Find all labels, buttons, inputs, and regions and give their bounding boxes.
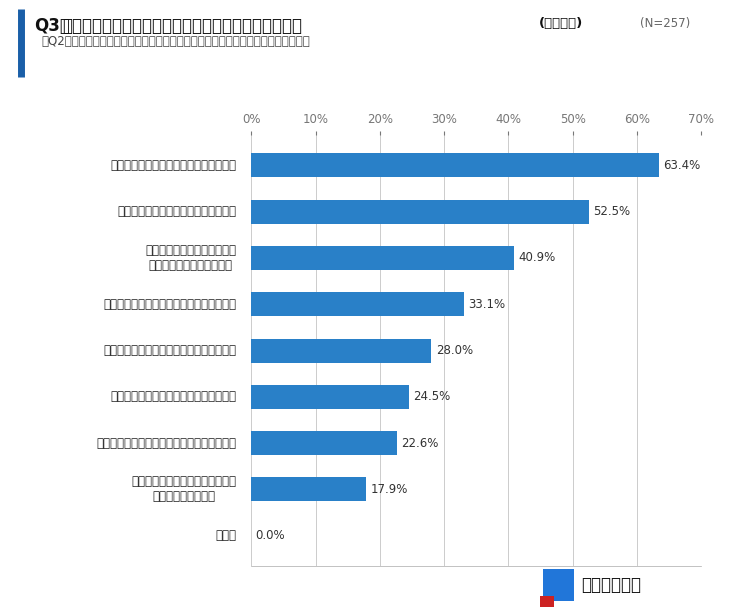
Text: コのほけん！: コのほけん！ [581, 576, 641, 594]
Text: 復旧にかかる費用が予測できないから: 復旧にかかる費用が予測できないから [117, 205, 236, 218]
Text: 33.1%: 33.1% [469, 298, 506, 311]
Text: 63.4%: 63.4% [663, 159, 700, 172]
Bar [251, 431, 397, 455]
Text: (複数回答): (複数回答) [538, 17, 583, 30]
Text: (N=257): (N=257) [640, 17, 690, 30]
Text: 被災後に今の収入が維持できるか心配だから: 被災後に今の収入が維持できるか心配だから [96, 437, 236, 450]
Bar [543, 569, 574, 601]
Bar [251, 385, 409, 409]
Text: 52.5%: 52.5% [593, 205, 630, 218]
Bar [251, 200, 589, 224]
Text: 災害に備えたお金の準備をしていないから: 災害に備えたお金の準備をしていないから [104, 298, 236, 311]
Bar [251, 246, 514, 270]
Text: （Q2で「とても不安を感じている」「やや不安を感じている」と回答した人のみ）: （Q2で「とても不安を感じている」「やや不安を感じている」と回答した人のみ） [41, 35, 310, 48]
Text: 災害に備えた保険に加入していないから: 災害に備えた保険に加入していないから [110, 391, 236, 403]
Bar [251, 153, 658, 177]
Text: 24.5%: 24.5% [413, 391, 451, 403]
Text: 復旧には多くの費用がかかりそうだから: 復旧には多くの費用がかかりそうだから [110, 159, 236, 172]
Text: 22.6%: 22.6% [401, 437, 439, 450]
Bar [251, 292, 464, 316]
Text: 貯蓄がないなど復旧のための
費用が足りないと思うから: 貯蓄がないなど復旧のための 費用が足りないと思うから [146, 244, 236, 272]
Text: 被災後の住宅ローンや家賃などの
支払いが心配だから: 被災後の住宅ローンや家賃などの 支払いが心配だから [131, 475, 236, 504]
Text: 17.9%: 17.9% [370, 483, 408, 496]
Text: 保険金や支援金が受け取れるか心配だから: 保険金や支援金が受け取れるか心配だから [104, 344, 236, 357]
Bar [251, 477, 366, 501]
Text: 0.0%: 0.0% [256, 530, 285, 542]
Bar [539, 596, 554, 608]
Text: 40.9%: 40.9% [519, 252, 556, 264]
Text: 28.0%: 28.0% [436, 344, 472, 357]
Text: 災害によるお金の不安を感じている理由は何ですか？: 災害によるお金の不安を感じている理由は何ですか？ [62, 17, 302, 35]
Text: Q3．: Q3． [34, 17, 70, 35]
Text: その他: その他 [215, 530, 236, 542]
Bar [251, 338, 431, 363]
